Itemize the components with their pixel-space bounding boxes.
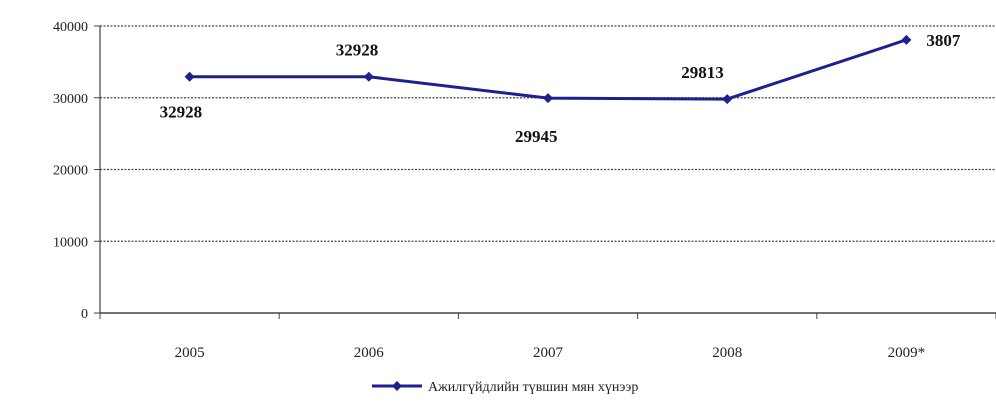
x-tick-label: 2008 (712, 345, 742, 361)
data-point-2006 (363, 71, 374, 82)
data-label-2007: 29945 (515, 127, 558, 146)
series-line (189, 38, 907, 101)
data-label-2009*: 3807 (926, 31, 961, 50)
y-tick-label: 40000 (53, 20, 88, 35)
y-tick-label: 20000 (53, 164, 88, 179)
y-axis-tick-labels: 40000 30000 20000 10000 0 (53, 20, 88, 322)
legend: Ажилгүйдлийн түвшин мян хүнээр (372, 380, 638, 395)
data-label-2006: 32928 (336, 41, 379, 60)
data-point-2008 (722, 94, 733, 105)
x-tick-label: 2007 (533, 345, 564, 361)
legend-marker (392, 381, 402, 391)
data-label-2005: 32928 (160, 103, 203, 122)
x-tick-label: 2005 (175, 345, 205, 361)
legend-label: Ажилгүйдлийн түвшин мян хүнээр (428, 380, 638, 395)
axes (94, 25, 996, 319)
data-point-2007 (543, 93, 553, 104)
y-tick-label: 0 (81, 307, 88, 322)
series-line-group (184, 34, 912, 105)
x-tick-label: 2009* (888, 345, 926, 361)
data-labels: 32928 32928 29945 29813 3807 (160, 31, 961, 146)
data-point-2005 (184, 71, 195, 82)
y-tick-label: 30000 (53, 92, 88, 107)
data-point-2009* (901, 34, 912, 45)
data-label-2008: 29813 (681, 63, 724, 82)
x-tick-label: 2006 (354, 345, 385, 361)
x-axis-tick-labels: 2005 2006 2007 2008 2009* (175, 345, 926, 361)
y-tick-label: 10000 (53, 235, 88, 250)
